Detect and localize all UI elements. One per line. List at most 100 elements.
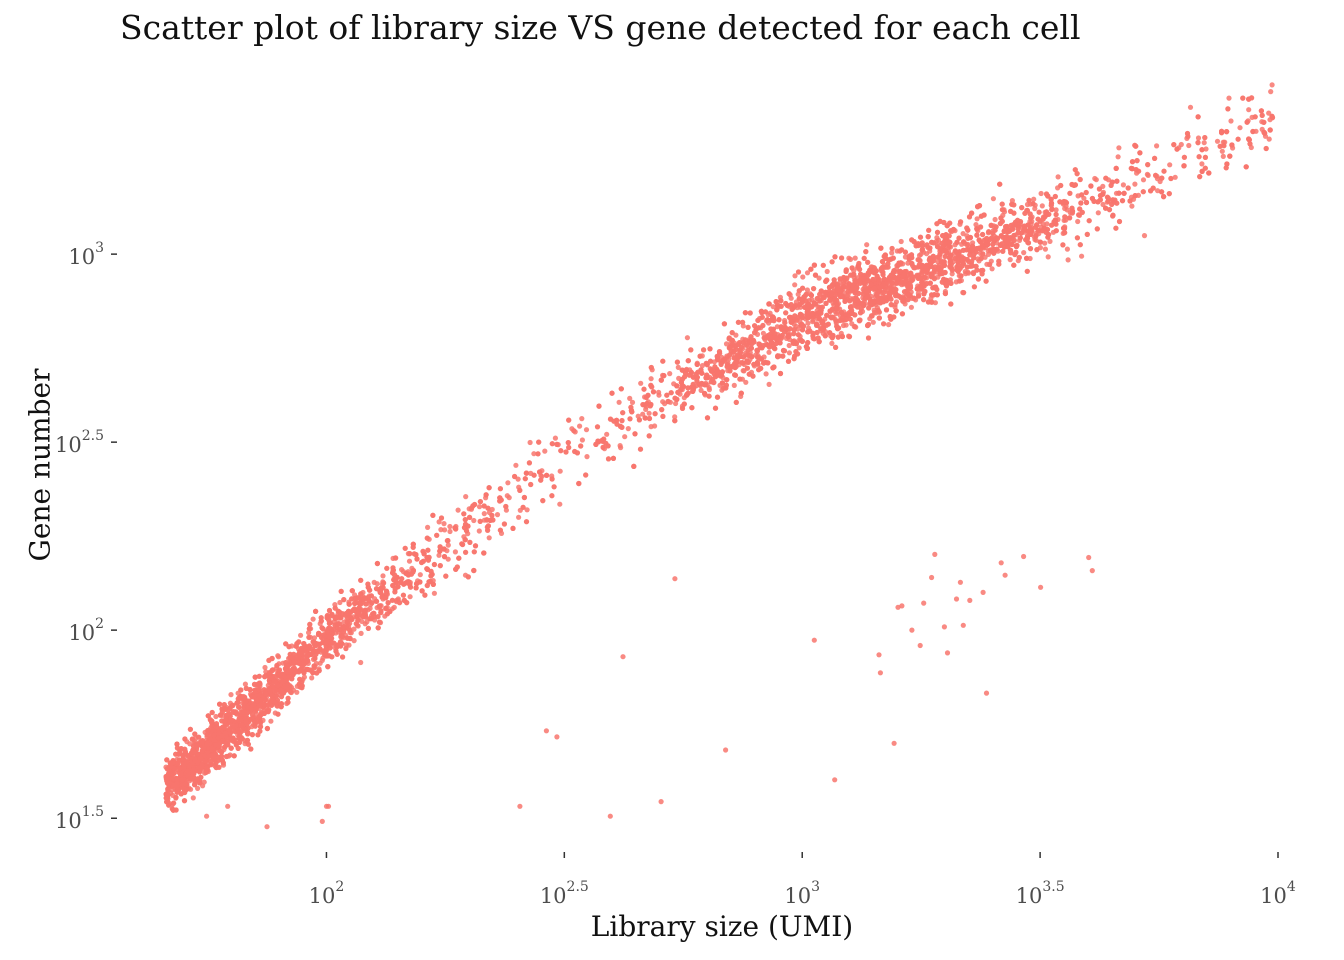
- data-point: [627, 395, 633, 401]
- data-point: [552, 435, 559, 441]
- data-point: [531, 451, 537, 457]
- data-point: [723, 382, 730, 388]
- data-point: [1140, 177, 1147, 183]
- data-point: [792, 273, 798, 279]
- data-point: [1116, 218, 1123, 225]
- data-point: [978, 255, 984, 262]
- data-point: [664, 392, 670, 398]
- data-point: [1252, 114, 1258, 120]
- data-point: [605, 456, 612, 462]
- data-point: [622, 434, 628, 440]
- data-point: [990, 196, 997, 202]
- data-point: [407, 594, 413, 600]
- data-point: [792, 282, 798, 288]
- data-point: [1042, 246, 1048, 252]
- data-point: [1077, 242, 1083, 248]
- data-point: [275, 654, 282, 660]
- data-point: [262, 664, 268, 671]
- data-point: [921, 297, 927, 303]
- data-point: [688, 347, 694, 353]
- data-point: [1079, 192, 1085, 198]
- data-point: [674, 359, 681, 365]
- data-point: [245, 741, 251, 747]
- data-point: [378, 610, 384, 616]
- data-point: [1026, 197, 1032, 203]
- data-point: [1044, 221, 1050, 227]
- data-point: [402, 545, 408, 551]
- data-point: [447, 523, 453, 530]
- data-point: [766, 349, 772, 355]
- data-point: [1032, 206, 1038, 212]
- data-point: [466, 506, 472, 512]
- data-point: [1060, 242, 1066, 248]
- data-point: [1269, 82, 1275, 88]
- data-point: [960, 231, 966, 237]
- data-point: [1268, 89, 1274, 95]
- data-point: [733, 399, 739, 405]
- data-point: [770, 304, 776, 310]
- data-point: [743, 379, 749, 385]
- data-point: [481, 510, 487, 517]
- data-point: [1201, 140, 1207, 146]
- data-point: [583, 427, 590, 433]
- data-point: [871, 307, 877, 313]
- data-point: [774, 324, 780, 330]
- data-point: [373, 586, 380, 592]
- data-point: [846, 255, 852, 261]
- data-point: [1228, 118, 1234, 124]
- data-point: [384, 565, 390, 571]
- data-point: [431, 590, 437, 596]
- data-point: [1167, 162, 1173, 168]
- data-point: [486, 535, 492, 541]
- data-point: [1115, 154, 1121, 160]
- data-point: [577, 423, 583, 429]
- data-point: [829, 259, 835, 265]
- data-point: [870, 319, 876, 325]
- data-point: [804, 287, 811, 293]
- data-point: [723, 341, 730, 347]
- data-point: [1079, 253, 1085, 259]
- data-point: [640, 411, 646, 417]
- data-point: [497, 527, 503, 533]
- data-point: [992, 216, 998, 223]
- data-point: [820, 262, 826, 268]
- data-point: [786, 350, 793, 356]
- data-point: [442, 527, 448, 533]
- data-point: [524, 507, 530, 513]
- data-point: [864, 242, 870, 248]
- data-point: [814, 322, 820, 328]
- data-point: [706, 387, 713, 393]
- data-point: [672, 414, 678, 420]
- data-point: [861, 255, 867, 261]
- data-point: [1214, 138, 1221, 144]
- data-point: [1036, 209, 1042, 215]
- data-point: [1217, 143, 1223, 149]
- data-point: [844, 275, 850, 281]
- data-point: [974, 216, 980, 222]
- data-point: [763, 371, 769, 377]
- data-point: [1104, 194, 1111, 200]
- data-point: [1159, 175, 1165, 181]
- data-point: [319, 657, 325, 664]
- data-point: [340, 654, 346, 660]
- data-point: [999, 201, 1005, 207]
- data-point: [1049, 222, 1055, 228]
- data-point: [523, 519, 530, 525]
- data-point: [341, 597, 347, 603]
- data-point: [310, 616, 316, 622]
- data-point: [767, 310, 773, 316]
- data-point: [376, 619, 383, 625]
- data-point: [436, 519, 442, 525]
- data-point: [1064, 246, 1070, 252]
- data-point: [447, 528, 453, 535]
- data-point: [629, 399, 636, 405]
- data-point: [791, 327, 797, 333]
- data-point: [1074, 235, 1080, 241]
- data-point: [816, 275, 822, 281]
- data-point: [1038, 190, 1044, 197]
- data-point: [1055, 174, 1061, 180]
- data-point: [417, 572, 423, 578]
- data-point: [1120, 182, 1126, 188]
- points-layer: [163, 82, 1276, 830]
